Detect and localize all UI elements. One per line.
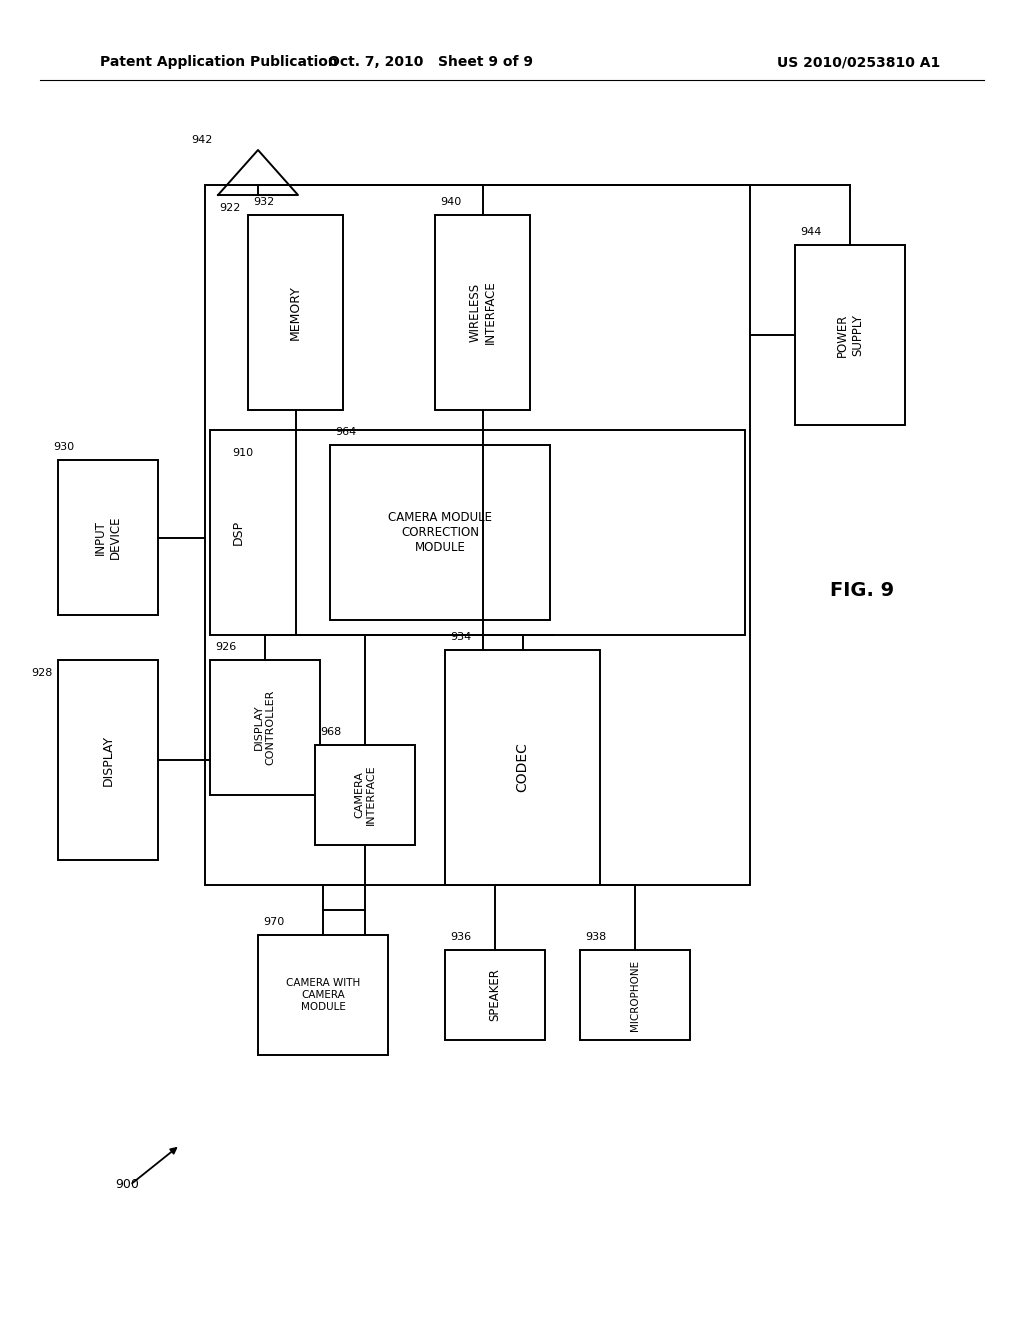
Text: 922: 922: [219, 203, 241, 213]
Bar: [210, 430, 745, 635]
Text: 936: 936: [450, 932, 471, 942]
Text: 968: 968: [319, 727, 341, 737]
Text: WIRELESS
INTERFACE: WIRELESS INTERFACE: [469, 281, 497, 345]
Text: DISPLAY
CONTROLLER: DISPLAY CONTROLLER: [254, 690, 275, 766]
Text: CAMERA WITH
CAMERA
MODULE: CAMERA WITH CAMERA MODULE: [286, 978, 360, 1011]
Text: 900: 900: [115, 1179, 139, 1192]
Text: 940: 940: [440, 197, 461, 207]
Text: 970: 970: [263, 917, 285, 927]
Text: 930: 930: [53, 442, 74, 451]
Bar: [445, 950, 545, 1040]
Text: DSP: DSP: [231, 520, 245, 545]
Text: CAMERA MODULE
CORRECTION
MODULE: CAMERA MODULE CORRECTION MODULE: [388, 511, 492, 554]
Text: 938: 938: [585, 932, 606, 942]
Bar: [58, 459, 158, 615]
Text: 928: 928: [32, 668, 53, 678]
Bar: [580, 950, 690, 1040]
Bar: [258, 935, 388, 1055]
Bar: [330, 445, 550, 620]
Bar: [435, 215, 530, 411]
Bar: [248, 215, 343, 411]
Text: MICROPHONE: MICROPHONE: [630, 960, 640, 1031]
Bar: [795, 246, 905, 425]
Text: CAMERA
INTERFACE: CAMERA INTERFACE: [354, 764, 376, 825]
Bar: [205, 185, 750, 884]
Bar: [445, 649, 600, 884]
Bar: [210, 660, 319, 795]
Text: INPUT
DEVICE: INPUT DEVICE: [94, 516, 122, 560]
Text: 934: 934: [450, 632, 471, 642]
Text: 942: 942: [191, 135, 213, 145]
Text: 964: 964: [335, 426, 356, 437]
Text: POWER
SUPPLY: POWER SUPPLY: [836, 313, 864, 356]
Text: FIG. 9: FIG. 9: [830, 581, 894, 599]
Text: US 2010/0253810 A1: US 2010/0253810 A1: [777, 55, 940, 69]
Text: DISPLAY: DISPLAY: [101, 734, 115, 785]
Text: MEMORY: MEMORY: [289, 285, 302, 341]
Text: CODEC: CODEC: [515, 743, 529, 792]
Bar: [315, 744, 415, 845]
Text: 944: 944: [800, 227, 821, 238]
Text: SPEAKER: SPEAKER: [488, 969, 502, 1022]
Text: 926: 926: [215, 642, 237, 652]
Text: 910: 910: [232, 447, 253, 458]
Text: 932: 932: [253, 197, 274, 207]
Text: Oct. 7, 2010   Sheet 9 of 9: Oct. 7, 2010 Sheet 9 of 9: [328, 55, 532, 69]
Bar: [58, 660, 158, 861]
Text: Patent Application Publication: Patent Application Publication: [100, 55, 338, 69]
